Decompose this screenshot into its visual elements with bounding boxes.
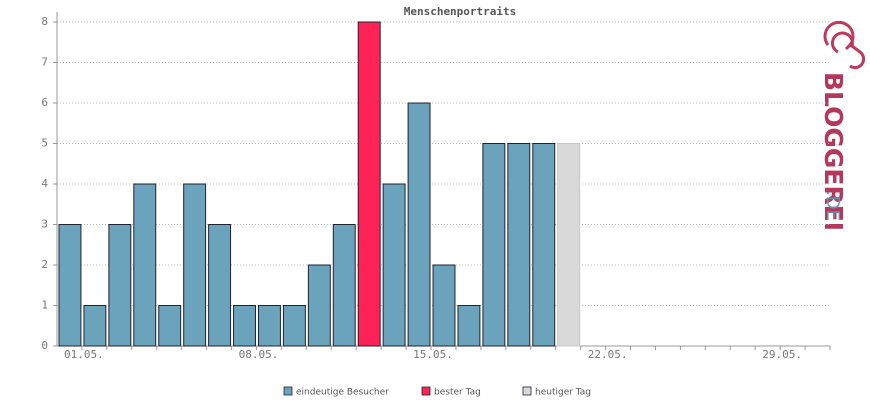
- bar: [83, 305, 107, 347]
- legend-swatch: [522, 386, 532, 396]
- x-tick-label: 08.05.: [239, 348, 279, 361]
- legend-label: bester Tag: [434, 388, 481, 398]
- brand-domain: .DE: [822, 190, 843, 221]
- y-tick-label: 2: [41, 258, 48, 271]
- x-tick-label: 01.05.: [64, 348, 104, 361]
- y-tick-label: 4: [41, 177, 48, 190]
- legend-swatch: [421, 386, 431, 396]
- bar: [432, 264, 456, 347]
- chart-title: Menschenportraits: [404, 5, 517, 18]
- legend: eindeutige Besucher bester Tag heutiger Ta…: [283, 386, 591, 398]
- bar: [482, 143, 506, 347]
- bar: [532, 143, 556, 347]
- y-tick-label: 5: [41, 137, 48, 150]
- bar: [108, 224, 132, 347]
- x-tick-label: 15.05.: [413, 348, 453, 361]
- bar: [457, 305, 481, 347]
- y-tick-label: 7: [41, 56, 48, 69]
- bar: [133, 183, 157, 347]
- bar: [407, 102, 431, 347]
- bar: [557, 143, 581, 347]
- legend-label: heutiger Tag: [535, 388, 591, 398]
- bar: [183, 183, 207, 347]
- bar: [233, 305, 256, 347]
- x-tick-label: 22.05.: [588, 348, 628, 361]
- brand-logo: BLOGGEREI .DE: [819, 20, 866, 231]
- brand-name: BLOGGEREI: [819, 72, 848, 231]
- bar: [332, 224, 356, 347]
- bar: [158, 305, 182, 347]
- bar: [58, 224, 82, 347]
- legend-label: eindeutige Besucher: [296, 388, 389, 398]
- bar: [307, 264, 331, 347]
- bar: [357, 21, 381, 347]
- bar: [257, 305, 281, 347]
- logo-icon: [823, 20, 866, 70]
- y-tick-label: 3: [41, 218, 48, 231]
- bar: [382, 183, 406, 347]
- y-tick-label: 8: [41, 15, 48, 28]
- bar: [208, 224, 232, 347]
- x-tick-label: 29.05.: [762, 348, 802, 361]
- y-tick-label: 0: [41, 339, 48, 352]
- y-tick-label: 1: [41, 299, 48, 312]
- bar: [282, 305, 306, 347]
- y-tick-label: 6: [41, 96, 48, 109]
- legend-swatch: [283, 386, 293, 396]
- bar: [507, 143, 531, 347]
